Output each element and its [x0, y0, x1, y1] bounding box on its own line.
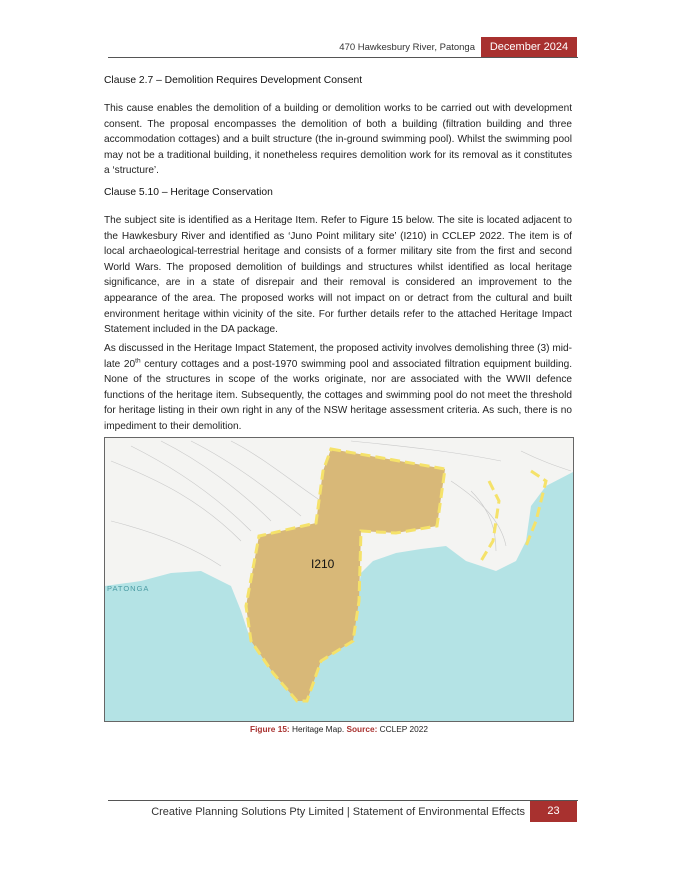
text-run: This cause enables the demolition of a b…: [104, 103, 572, 177]
paragraph: The subject site is identified as a Heri…: [104, 213, 572, 338]
figure-title: Heritage Map.: [292, 724, 345, 734]
paragraph: As discussed in the Heritage Impact Stat…: [104, 341, 572, 435]
heritage-boundary: [524, 469, 548, 547]
text-run: As discussed in the Heritage Impact Stat…: [104, 343, 572, 370]
footer-text: Creative Planning Solutions Pty Limited …: [151, 806, 525, 818]
figure-caption: Figure 15: Heritage Map. Source: CCLEP 2…: [104, 724, 574, 734]
contours: [110, 440, 572, 567]
text-run: The subject site is identified as a Heri…: [104, 215, 360, 226]
source: CCLEP 2022: [379, 724, 428, 734]
figure-number: Figure 15:: [250, 724, 290, 734]
header-date: December 2024: [481, 37, 577, 58]
map-label: PATONGA: [107, 584, 149, 593]
text-run: below. The site is located adjacent to t…: [104, 215, 572, 336]
heritage-item-area: [244, 447, 447, 703]
map-label: I210: [311, 557, 335, 571]
header-address: 470 Hawkesbury River, Patonga: [339, 42, 475, 53]
header-rule: [108, 57, 578, 58]
section-heading: Clause 2.7 – Demolition Requires Develop…: [104, 75, 363, 86]
heritage-map: I210 PATONGA: [104, 437, 574, 722]
map-graphic: I210 PATONGA: [105, 438, 573, 721]
paragraph: This cause enables the demolition of a b…: [104, 101, 572, 179]
section-heading: Clause 5.10 – Heritage Conservation: [104, 187, 273, 198]
source-label: Source:: [346, 724, 378, 734]
page-number: 23: [530, 801, 577, 822]
figure-reference: Figure 15: [360, 215, 403, 226]
superscript: th: [135, 357, 141, 365]
footer-rule: [108, 800, 578, 801]
text-run: century cottages and a post-1970 swimmin…: [104, 358, 573, 432]
